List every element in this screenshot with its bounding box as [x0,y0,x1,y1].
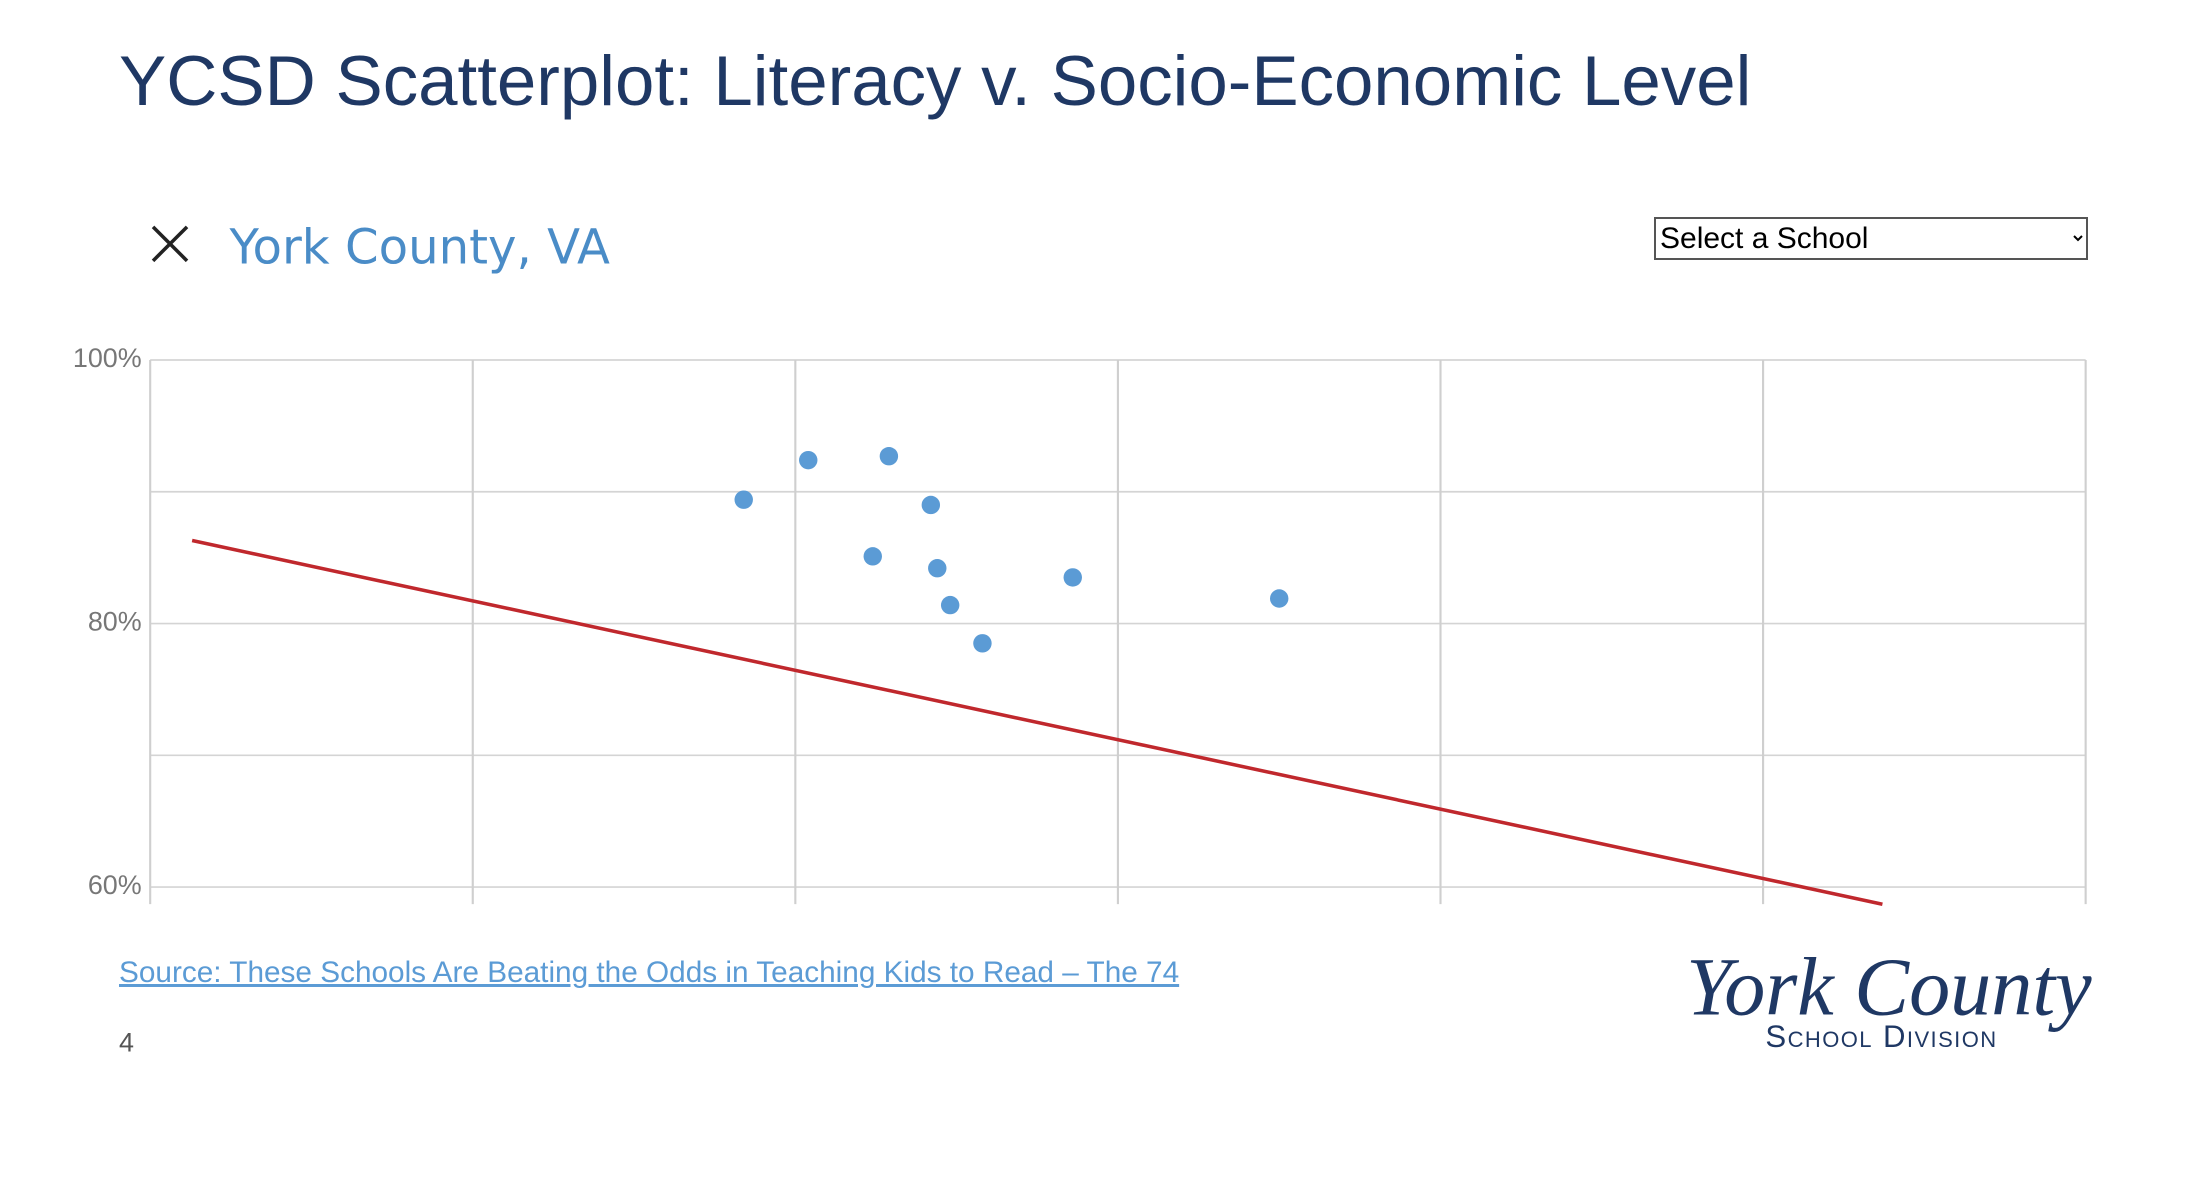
point [921,495,941,515]
point [879,446,899,466]
logo-script: York County [1686,942,2092,1033]
point [1063,568,1082,587]
trend-line [191,538,1883,906]
chart-title: York County, VA [229,220,610,276]
point [799,450,818,470]
point [734,490,753,509]
logo-caption: School Division [1765,1019,1997,1054]
y-tick-label: 60% [88,870,142,900]
slide-title: YCSD Scatterplot: Literacy v. Socio-Econ… [119,42,1751,121]
point [973,634,992,653]
point [928,558,947,578]
point [940,595,960,615]
close-icon[interactable] [151,225,189,263]
y-tick-label: 80% [88,607,142,637]
point [1269,589,1289,608]
point [863,547,882,566]
y-tick-label: 100% [73,343,142,373]
school-select[interactable]: Select a School [1654,217,2088,260]
source-link[interactable]: Source: These Schools Are Beating the Od… [119,956,1179,989]
page-number: 4 [119,1027,134,1057]
